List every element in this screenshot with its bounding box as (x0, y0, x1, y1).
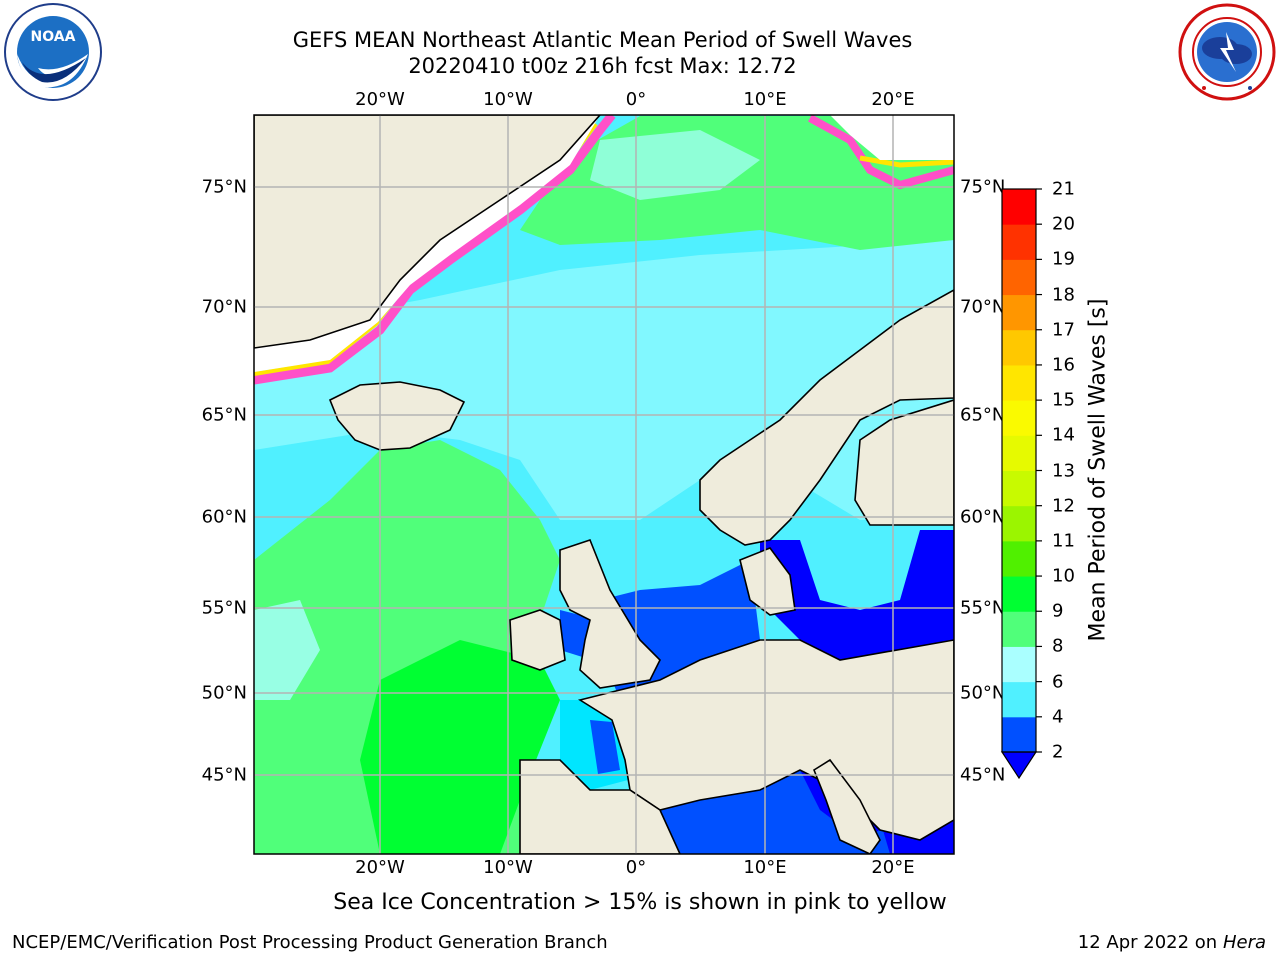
graticule (254, 115, 954, 854)
lat-label-right: 65°N (960, 404, 1006, 426)
colorbar-band (1002, 540, 1036, 577)
sea-ice-edge-greenland (254, 115, 616, 385)
colorbar-tick-label: 19 (1052, 248, 1075, 270)
land-iberia (519, 759, 681, 854)
colorbar-tick-label: 11 (1052, 530, 1075, 552)
colorbar-tick-label: 16 (1052, 354, 1075, 376)
colorbar-band (1002, 716, 1036, 753)
nws-logo (1178, 3, 1276, 101)
lat-label-left: 45°N (201, 764, 247, 786)
lat-label-left: 60°N (201, 506, 247, 528)
land-denmark (739, 547, 796, 616)
colorbar-tick-label: 9 (1052, 600, 1064, 622)
sea-ice-note: Sea Ice Concentration > 15% is shown in … (333, 890, 947, 915)
lat-label-right: 45°N (960, 764, 1006, 786)
footer-date-text: 12 Apr 2022 on (1077, 932, 1223, 953)
colorbar-band (1002, 364, 1036, 401)
swell-zone-north-patch (590, 130, 760, 200)
colorbar-band (1002, 505, 1036, 542)
sea-ice-edge-svalbard (808, 115, 954, 190)
land-great-britain (559, 539, 661, 689)
colorbar-band (1002, 435, 1036, 471)
colorbar-tick-label: 6 (1052, 671, 1064, 693)
lon-label-bottom: 10°E (743, 857, 787, 878)
lat-label-left: 70°N (201, 296, 247, 318)
colorbar-tick-label: 8 (1052, 635, 1064, 657)
colorbar-tick-label: 15 (1052, 389, 1075, 411)
colorbar-band (1002, 400, 1036, 436)
colorbar-band (1002, 294, 1036, 331)
colorbar-band (1002, 681, 1036, 718)
colorbar-band (1002, 259, 1036, 296)
lat-label-right: 55°N (960, 597, 1006, 619)
colorbar-tick-label: 12 (1052, 495, 1075, 517)
map-subtitle: 20220410 t00z 216h fcst Max: 12.72 (408, 54, 797, 78)
lat-label-left: 50°N (201, 682, 247, 704)
colorbar-tick-label: 13 (1052, 460, 1075, 481)
colorbar-band (1002, 189, 1036, 225)
land-masses (254, 115, 954, 854)
lat-label-right: 60°N (960, 506, 1006, 528)
colorbar-tick-label: 10 (1052, 565, 1075, 587)
colorbar-band (1002, 470, 1036, 507)
map-title: GEFS MEAN Northeast Atlantic Mean Period… (292, 28, 913, 52)
noaa-logo: NOAA (4, 3, 102, 101)
land-sweden-finland (854, 399, 954, 526)
noaa-logo-text: NOAA (31, 29, 76, 45)
colorbar-extend-triangle (1000, 751, 1038, 780)
swell-zone-biscay-inner (590, 720, 620, 774)
lat-label-right: 50°N (960, 682, 1006, 704)
colorbar-tick-label: 20 (1052, 213, 1075, 235)
footer-host: Hera (1222, 932, 1266, 953)
colorbar-tick-label: 21 (1052, 178, 1075, 200)
lon-label-top: 20°E (871, 89, 915, 110)
colorbar-band (1002, 646, 1036, 683)
colorbar-tick-label: 2 (1052, 741, 1064, 763)
lon-label-top: 10°W (483, 89, 533, 110)
lon-label-top: 0° (625, 89, 647, 110)
colorbar (1000, 188, 1042, 780)
no-data-svalbard-ice (830, 115, 954, 160)
lon-label-top: 10°E (743, 89, 787, 110)
land-greenland (254, 115, 602, 349)
lon-label-bottom: 20°E (871, 857, 915, 878)
swell-zone-atlantic-patch (254, 600, 320, 700)
land-ireland (509, 609, 566, 671)
colorbar-band (1002, 329, 1036, 366)
lon-label-top: 20°W (355, 89, 405, 110)
lat-label-left: 55°N (201, 597, 247, 619)
colorbar-band (1002, 611, 1036, 647)
colorbar-title: Mean Period of Swell Waves [s] (1085, 298, 1111, 642)
colorbar-tick-label: 14 (1052, 424, 1075, 446)
land-scandinavia (699, 289, 954, 546)
land-iceland (328, 381, 466, 451)
lon-label-bottom: 0° (625, 857, 647, 878)
lat-label-left: 65°N (201, 404, 247, 426)
lon-label-bottom: 10°W (483, 857, 533, 878)
land-italy (813, 758, 881, 854)
colorbar-tick-label: 17 (1052, 319, 1075, 341)
map-frame (253, 114, 955, 855)
colorbar-band (1002, 576, 1036, 612)
colorbar-band (1002, 224, 1036, 260)
footer-date: 12 Apr 2022 on Hera (1078, 932, 1266, 953)
lat-label-left: 75°N (201, 176, 247, 198)
lat-label-right: 70°N (960, 296, 1006, 318)
footer-credit: NCEP/EMC/Verification Post Processing Pr… (12, 932, 608, 953)
colorbar-tick-label: 4 (1052, 706, 1064, 728)
lat-label-right: 75°N (960, 176, 1006, 198)
lon-label-bottom: 20°W (355, 857, 405, 878)
colorbar-tick-label: 18 (1052, 284, 1075, 306)
